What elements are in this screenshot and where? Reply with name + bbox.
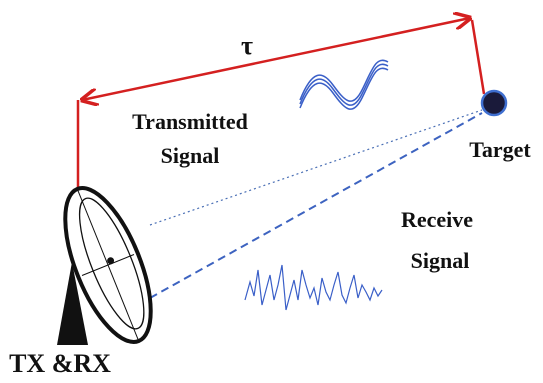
txrx-label: TX &RX bbox=[9, 349, 111, 378]
delay-lines bbox=[78, 18, 484, 190]
receive-label: Signal bbox=[411, 248, 470, 273]
receive-wave bbox=[245, 265, 382, 310]
tau-label: τ bbox=[241, 31, 253, 60]
page: {"labels": {"tau": "τ", "transmitted": [… bbox=[0, 0, 543, 383]
diagram: τ Transmitted Signal Target Receive Sign… bbox=[0, 0, 543, 383]
transmitted-label: Signal bbox=[161, 143, 220, 168]
receive-label: Receive bbox=[401, 207, 473, 232]
target-label: Target bbox=[469, 137, 531, 162]
transmitted-label: Transmitted bbox=[132, 109, 248, 134]
target bbox=[482, 91, 506, 115]
transmit-wave bbox=[300, 60, 388, 109]
